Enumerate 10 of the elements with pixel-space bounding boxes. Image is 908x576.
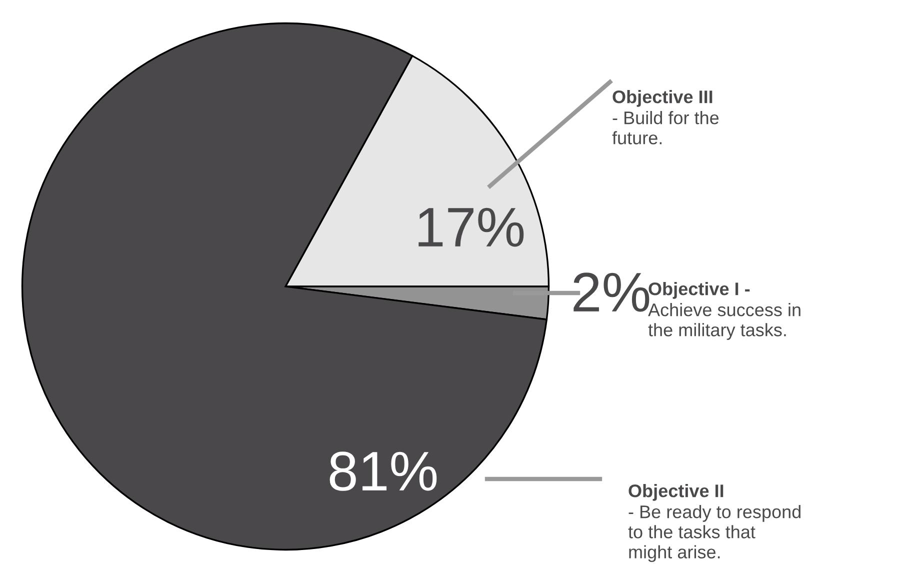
data-label: 17%: [418, 208, 524, 247]
slice-label: Objective III: [612, 90, 712, 107]
text: - Be ready to respond to the tasks that might arise.: [628, 505, 800, 562]
text: - Build for the future.: [612, 111, 719, 144]
slice-label: Objective II: [628, 484, 724, 501]
slice-label: Objective I -: [648, 282, 750, 299]
pie-slice: [21, 22, 548, 551]
data-label: 2%: [574, 272, 650, 312]
data-label: 81%: [330, 452, 437, 491]
text: Achieve success in the military tasks.: [648, 303, 800, 340]
